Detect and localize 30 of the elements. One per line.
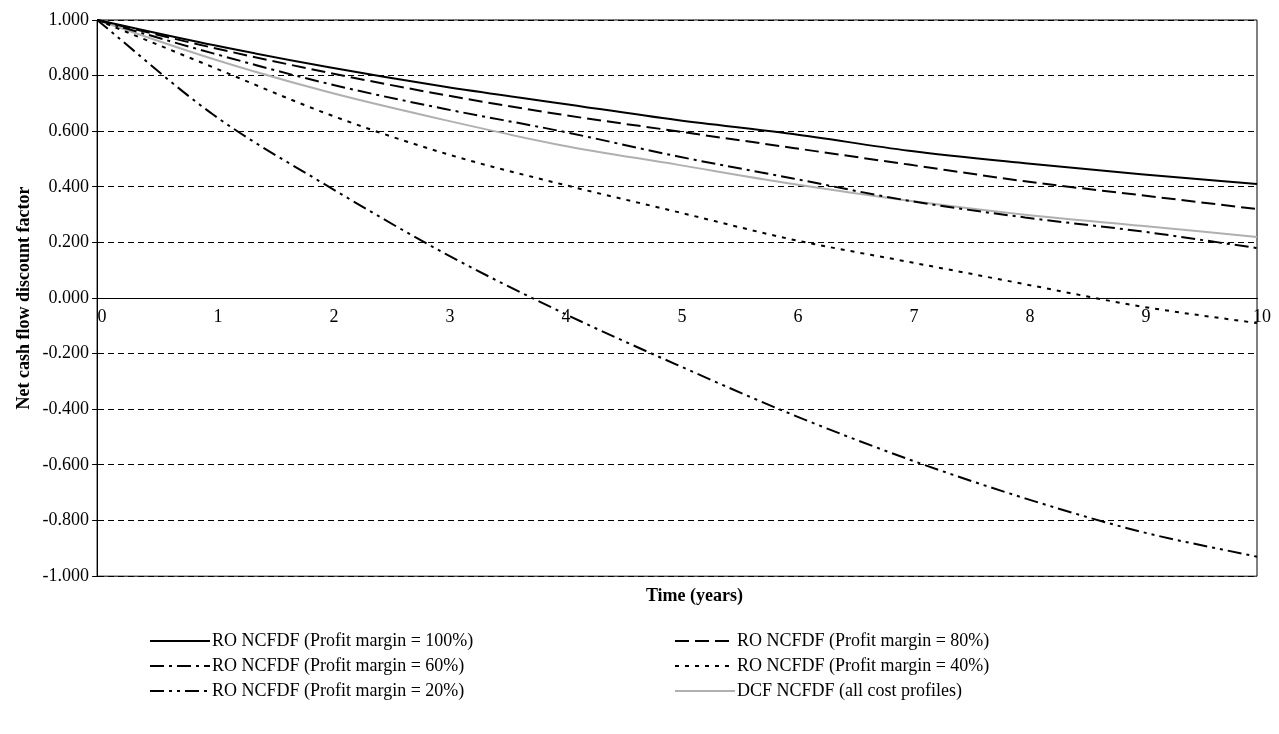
legend-label: RO NCFDF (Profit margin = 80%) <box>737 630 990 651</box>
y-tick-label: -0.200 <box>42 342 90 363</box>
legend-label: RO NCFDF (Profit margin = 20%) <box>212 680 465 701</box>
x-tick-label: 2 <box>329 305 339 326</box>
y-tick-label: -0.400 <box>42 398 90 419</box>
y-tick-label: 0.000 <box>48 286 90 307</box>
y-tick-label: 0.600 <box>48 119 90 140</box>
legend-label: RO NCFDF (Profit margin = 60%) <box>212 655 465 676</box>
x-tick-label: 1 <box>213 305 223 326</box>
x-tick-label: 3 <box>445 305 455 326</box>
x-axis-title: Time (years) <box>644 585 745 606</box>
y-tick-label: 1.000 <box>48 8 90 29</box>
x-tick-label: 10 <box>1253 305 1271 326</box>
y-axis-title: Net cash flow discount factor <box>13 186 34 410</box>
x-tick-label: 6 <box>793 305 803 326</box>
y-tick-label: -1.000 <box>42 564 90 585</box>
x-tick-label: 0 <box>97 305 107 326</box>
x-tick-label: 7 <box>909 305 919 326</box>
x-tick-label: 4 <box>561 305 571 326</box>
x-tick-label: 8 <box>1025 305 1035 326</box>
y-tick-label: -0.800 <box>42 509 90 530</box>
y-tick-label: 0.200 <box>48 231 90 252</box>
legend-label: RO NCFDF (Profit margin = 100%) <box>212 630 474 651</box>
y-tick-label: -0.600 <box>42 453 90 474</box>
legend-label: DCF NCFDF (all cost profiles) <box>737 680 962 701</box>
y-tick-label: 0.400 <box>48 175 90 196</box>
x-tick-label: 5 <box>677 305 687 326</box>
y-tick-label: 0.800 <box>48 64 90 85</box>
x-tick-label: 9 <box>1141 305 1151 326</box>
legend-label: RO NCFDF (Profit margin = 40%) <box>737 655 990 676</box>
